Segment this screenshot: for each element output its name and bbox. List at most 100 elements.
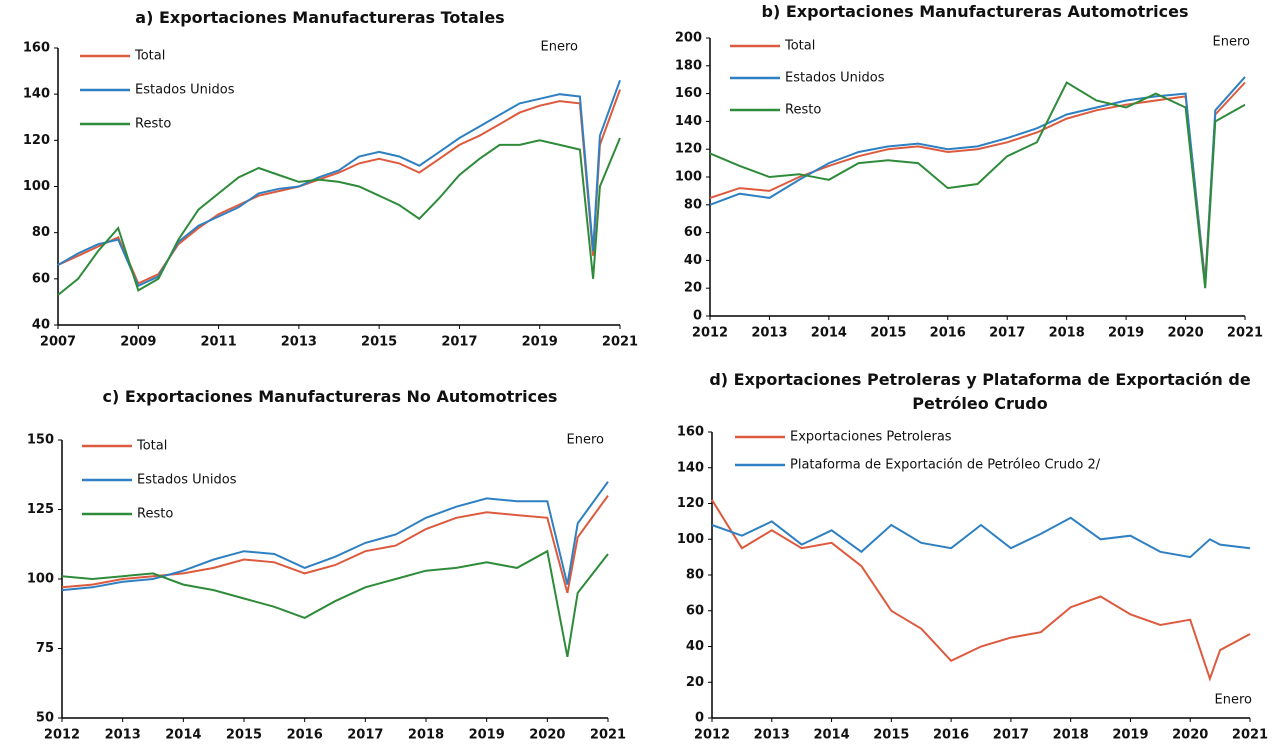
y-tick-label: 40 xyxy=(32,318,50,333)
x-tick-label: 2016 xyxy=(287,728,323,743)
series-line xyxy=(61,549,609,657)
chart-title: d) Exportaciones Petroleras y Plataforma… xyxy=(709,370,1251,413)
legend-label: Resto xyxy=(785,103,821,118)
x-tick-label: 2014 xyxy=(165,728,201,743)
y-tick-label: 80 xyxy=(32,225,50,240)
y-tick-label: 80 xyxy=(684,197,702,212)
x-tick-label: 2014 xyxy=(813,728,849,743)
y-tick-label: 120 xyxy=(23,133,50,148)
x-tick-label: 2019 xyxy=(1112,728,1148,743)
x-tick-label: 2020 xyxy=(529,728,565,743)
y-tick-label: 60 xyxy=(686,603,704,618)
y-tick-label: 160 xyxy=(675,86,702,101)
y-tick-label: 40 xyxy=(684,253,702,268)
annotation: Enero xyxy=(541,40,579,55)
x-tick-label: 2021 xyxy=(1232,728,1268,743)
legend-label: Total xyxy=(136,439,167,454)
annotation: Enero xyxy=(1215,693,1253,708)
y-tick-label: 100 xyxy=(675,170,702,185)
y-tick-label: 20 xyxy=(686,675,704,690)
legend-label: Estados Unidos xyxy=(785,71,885,86)
x-tick-label: 2015 xyxy=(361,335,397,350)
series-line xyxy=(61,481,609,592)
x-tick-label: 2017 xyxy=(993,728,1029,743)
series-line xyxy=(57,137,621,296)
y-tick-label: 60 xyxy=(684,225,702,240)
y-tick-label: 150 xyxy=(27,433,54,448)
legend-label: Resto xyxy=(135,117,171,132)
y-tick-label: 180 xyxy=(675,58,702,73)
series-line xyxy=(711,499,1251,682)
x-tick-label: 2007 xyxy=(40,335,76,350)
y-tick-label: 100 xyxy=(23,179,50,194)
chart-title: c) Exportaciones Manufactureras No Autom… xyxy=(102,387,558,406)
x-tick-label: 2016 xyxy=(933,728,969,743)
y-tick-label: 140 xyxy=(675,114,702,129)
chart-title: a) Exportaciones Manufactureras Totales xyxy=(135,8,505,27)
x-tick-label: 2018 xyxy=(1049,326,1085,341)
legend-label: Estados Unidos xyxy=(135,83,235,98)
y-tick-label: 20 xyxy=(684,281,702,296)
x-tick-label: 2019 xyxy=(469,728,505,743)
x-tick-label: 2021 xyxy=(590,728,626,743)
x-tick-label: 2020 xyxy=(1167,326,1203,341)
y-tick-label: 120 xyxy=(677,496,704,511)
x-tick-label: 2018 xyxy=(1053,728,1089,743)
x-tick-label: 2021 xyxy=(1227,326,1263,341)
y-tick-label: 120 xyxy=(675,142,702,157)
y-tick-label: 160 xyxy=(677,425,704,440)
annotation: Enero xyxy=(1213,35,1251,50)
y-tick-label: 140 xyxy=(677,460,704,475)
legend-label: Estados Unidos xyxy=(137,473,237,488)
x-tick-label: 2014 xyxy=(811,326,847,341)
series-line xyxy=(57,89,621,285)
x-tick-label: 2009 xyxy=(120,335,156,350)
x-tick-label: 2017 xyxy=(347,728,383,743)
x-tick-label: 2015 xyxy=(226,728,262,743)
x-tick-label: 2013 xyxy=(751,326,787,341)
x-tick-label: 2011 xyxy=(200,335,236,350)
x-tick-label: 2018 xyxy=(408,728,444,743)
y-tick-label: 125 xyxy=(27,502,54,517)
x-tick-label: 2019 xyxy=(1108,326,1144,341)
legend-label: Total xyxy=(784,39,815,54)
legend-label: Exportaciones Petroleras xyxy=(790,430,952,445)
y-tick-label: 100 xyxy=(677,532,704,547)
x-tick-label: 2015 xyxy=(870,326,906,341)
y-tick-label: 0 xyxy=(693,309,702,324)
x-tick-label: 2016 xyxy=(930,326,966,341)
y-tick-label: 50 xyxy=(36,711,54,726)
legend-label: Total xyxy=(134,49,165,64)
series-line xyxy=(57,79,621,288)
x-tick-label: 2013 xyxy=(105,728,141,743)
y-tick-label: 75 xyxy=(36,641,54,656)
legend-label: Resto xyxy=(137,507,173,522)
y-tick-label: 160 xyxy=(23,41,50,56)
x-tick-label: 2019 xyxy=(522,335,558,350)
x-tick-label: 2012 xyxy=(694,728,730,743)
x-tick-label: 2015 xyxy=(873,728,909,743)
x-tick-label: 2017 xyxy=(441,335,477,350)
x-tick-label: 2012 xyxy=(692,326,728,341)
x-tick-label: 2021 xyxy=(602,335,638,350)
x-tick-label: 2017 xyxy=(989,326,1025,341)
x-tick-label: 2013 xyxy=(281,335,317,350)
y-tick-label: 100 xyxy=(27,572,54,587)
series-line xyxy=(709,81,1246,289)
y-tick-label: 40 xyxy=(686,639,704,654)
x-tick-label: 2012 xyxy=(44,728,80,743)
y-tick-label: 60 xyxy=(32,271,50,286)
series-line xyxy=(711,516,1251,559)
y-tick-label: 80 xyxy=(686,568,704,583)
y-tick-label: 0 xyxy=(695,711,704,726)
legend-label: Plataforma de Exportación de Petróleo Cr… xyxy=(790,458,1101,473)
chart-title: b) Exportaciones Manufactureras Automotr… xyxy=(761,2,1189,21)
y-tick-label: 200 xyxy=(675,31,702,46)
x-tick-label: 2020 xyxy=(1172,728,1208,743)
y-tick-label: 140 xyxy=(23,87,50,102)
series-line xyxy=(709,76,1246,286)
x-tick-label: 2013 xyxy=(754,728,790,743)
annotation: Enero xyxy=(567,433,605,448)
